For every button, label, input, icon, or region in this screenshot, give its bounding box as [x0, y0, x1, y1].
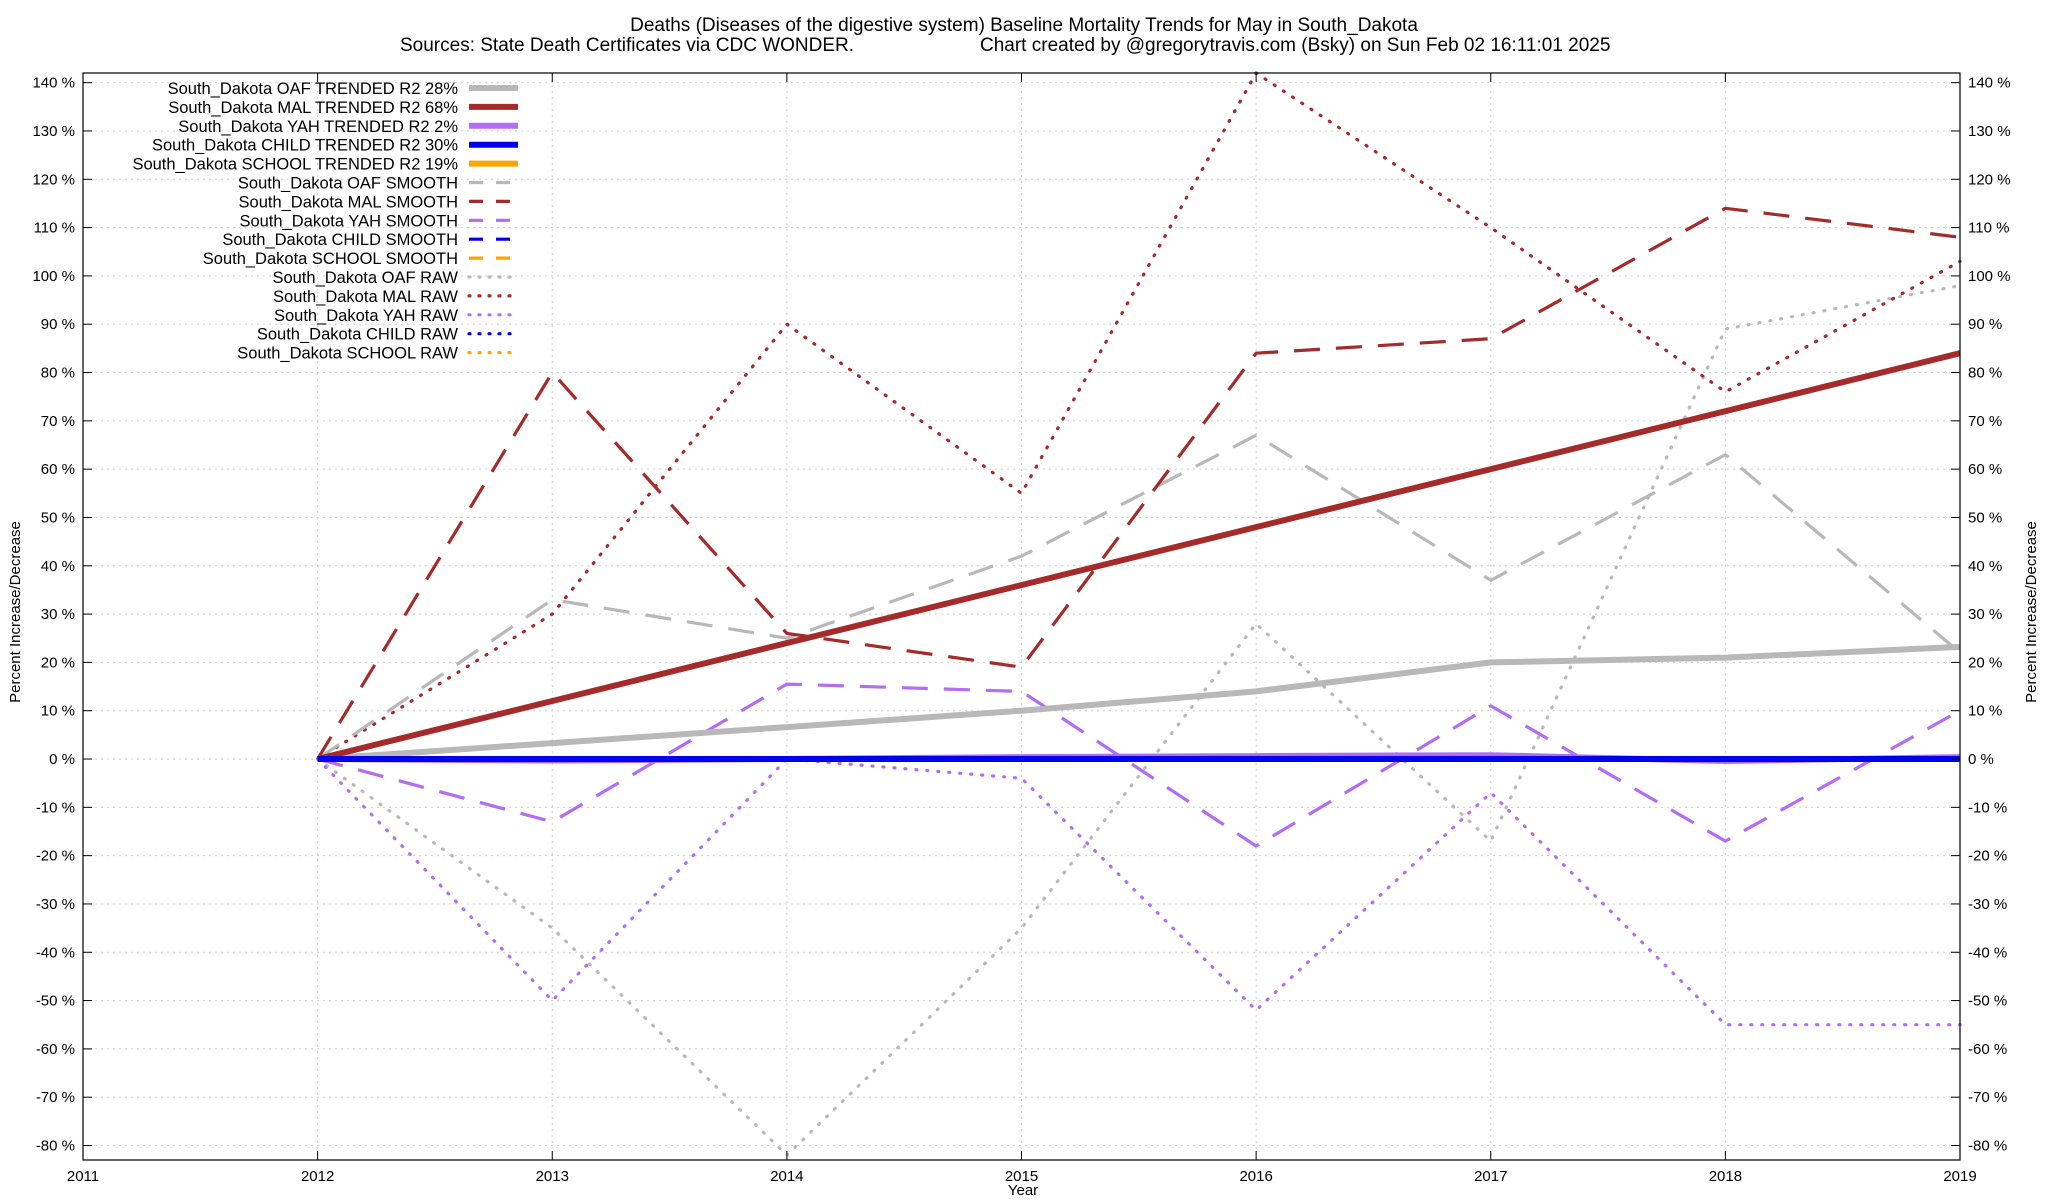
y-tick-label-right: -70 %: [1968, 1089, 2007, 1106]
legend-label: South_Dakota YAH RAW: [274, 307, 458, 325]
y-tick-label-left: 120 %: [32, 171, 75, 188]
legend-label: South_Dakota SCHOOL SMOOTH: [203, 250, 458, 268]
y-tick-label-right: -80 %: [1968, 1138, 2007, 1155]
legend-label: South_Dakota MAL SMOOTH: [239, 193, 458, 211]
series-south-dakota-yah-smooth: [317, 682, 1961, 848]
y-tick-label-right: 70 %: [1968, 413, 2002, 430]
y-tick-label-right: -60 %: [1968, 1041, 2007, 1058]
y-tick-label-right: 120 %: [1968, 171, 2011, 188]
y-tick-label-left: 90 %: [41, 316, 75, 333]
x-tick-label: 2018: [1709, 1168, 1742, 1185]
legend-label: South_Dakota CHILD SMOOTH: [222, 231, 458, 249]
y-tick-label-left: 40 %: [41, 558, 75, 575]
ticks: -80 % -80 % -70 % -70 % -60 % -60 % -50 % -50 %…: [32, 73, 2011, 1185]
y-tick-label-left: 70 %: [41, 413, 75, 430]
x-tick-label: 2019: [1943, 1168, 1976, 1185]
y-tick-label-right: -50 %: [1968, 993, 2007, 1010]
legend-label: South_Dakota CHILD RAW: [257, 326, 459, 344]
x-tick-label: 2014: [770, 1168, 803, 1185]
series-south-dakota-yah-raw: [316, 757, 1962, 1027]
y-tick-label-left: 20 %: [41, 654, 75, 671]
y-tick-label-right: 100 %: [1968, 268, 2011, 285]
legend-label: South_Dakota CHILD TRENDED R2 30%: [152, 137, 458, 155]
y-tick-label-right: 90 %: [1968, 316, 2002, 333]
y-tick-label-right: 60 %: [1968, 461, 2002, 478]
y-tick-label-right: 50 %: [1968, 509, 2002, 526]
x-axis-label: Year: [1008, 1182, 1038, 1199]
y-tick-label-left: -10 %: [36, 799, 75, 816]
series-layer: [316, 71, 1962, 1157]
y-axis-label-right: Percent Increase/Decrease: [2023, 521, 2040, 703]
chart-title: Deaths (Diseases of the digestive system…: [630, 15, 1418, 36]
legend-label: South_Dakota OAF TRENDED R2 28%: [168, 80, 459, 98]
series-south-dakota-oaf-smooth: [316, 433, 1962, 761]
legend-label: South_Dakota OAF SMOOTH: [238, 175, 458, 193]
y-tick-label-left: 110 %: [34, 220, 75, 237]
series-south-dakota-mal-trended-r2-68: [316, 350, 1961, 762]
y-tick-label-left: 140 %: [32, 75, 75, 92]
y-tick-label-left: 50 %: [41, 509, 75, 526]
legend: South_Dakota OAF TRENDED R2 28%South_Dak…: [132, 80, 520, 363]
chart-subtitle-credit: Chart created by @gregorytravis.com (Bsk…: [980, 35, 1610, 56]
legend-label: South_Dakota OAF RAW: [272, 269, 458, 287]
x-tick-label: 2011: [67, 1168, 99, 1185]
y-tick-label-right: 130 %: [1968, 123, 2011, 140]
y-tick-label-right: 140 %: [1968, 75, 2011, 92]
legend-label: South_Dakota SCHOOL TRENDED R2 19%: [132, 156, 458, 174]
y-tick-label-right: 20 %: [1968, 654, 2002, 671]
chart-subtitle-sources: Sources: State Death Certificates via CD…: [400, 35, 854, 56]
y-tick-label-right: -20 %: [1968, 848, 2007, 865]
y-tick-label-right: -40 %: [1968, 944, 2007, 961]
legend-label: South_Dakota YAH TRENDED R2 2%: [178, 118, 458, 136]
grid: [82, 73, 1961, 1160]
x-tick-label: 2013: [536, 1168, 569, 1185]
y-tick-label-right: 110 %: [1968, 220, 2009, 237]
y-tick-label-right: 30 %: [1968, 606, 2002, 623]
legend-label: South_Dakota YAH SMOOTH: [239, 212, 458, 230]
y-tick-label-left: -70 %: [36, 1089, 75, 1106]
legend-label: South_Dakota SCHOOL RAW: [237, 345, 458, 363]
y-tick-label-left: 10 %: [41, 703, 75, 720]
legend-label: South_Dakota MAL TRENDED R2 68%: [168, 99, 458, 117]
y-tick-label-right: -10 %: [1968, 799, 2007, 816]
y-tick-label-left: -60 %: [36, 1041, 75, 1058]
y-tick-label-left: -80 %: [36, 1138, 75, 1155]
series-south-dakota-mal-smooth: [316, 206, 1961, 760]
series-south-dakota-oaf-raw: [316, 284, 1962, 1157]
y-tick-label-right: -30 %: [1968, 896, 2007, 913]
y-tick-label-left: 0 %: [49, 751, 75, 768]
y-tick-label-left: 80 %: [41, 365, 75, 382]
x-tick-label: 2016: [1239, 1168, 1272, 1185]
y-tick-label-left: -40 %: [36, 944, 75, 961]
y-tick-label-left: -30 %: [36, 896, 75, 913]
y-tick-label-right: 0 %: [1968, 751, 1994, 768]
y-tick-label-right: 40 %: [1968, 558, 2002, 575]
series-south-dakota-mal-raw: [316, 71, 1962, 761]
y-axis-label-left: Percent Increase/Decrease: [7, 521, 24, 703]
y-tick-label-right: 10 %: [1968, 703, 2002, 720]
y-tick-label-left: 60 %: [41, 461, 75, 478]
x-tick-label: 2012: [301, 1168, 334, 1185]
y-tick-label-left: -50 %: [36, 993, 75, 1010]
x-tick-label: 2015: [1005, 1168, 1038, 1185]
y-tick-label-right: 80 %: [1968, 365, 2002, 382]
y-tick-label-left: -20 %: [36, 848, 75, 865]
y-tick-label-left: 130 %: [32, 123, 75, 140]
y-tick-label-left: 100 %: [32, 268, 75, 285]
legend-label: South_Dakota MAL RAW: [273, 288, 458, 306]
series-south-dakota-oaf-trended-r2-28: [317, 643, 1961, 762]
y-tick-label-left: 30 %: [41, 606, 75, 623]
x-tick-label: 2017: [1474, 1168, 1507, 1185]
